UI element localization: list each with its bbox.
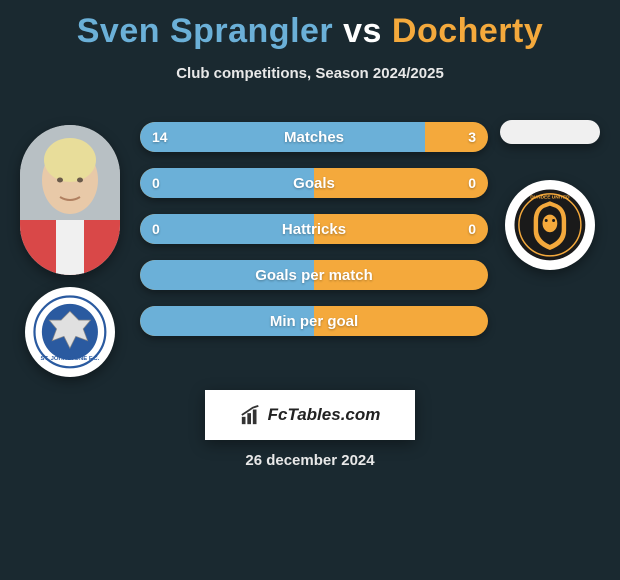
stat-left-fill [140,122,425,152]
stat-value-right: 3 [468,129,476,145]
stat-label: Goals per match [255,267,373,284]
comparison-title: Sven Sprangler vs Docherty [0,0,620,51]
stat-value-left: 0 [152,175,160,191]
stat-label: Hattricks [282,221,346,238]
stat-row: Min per goal [140,306,488,336]
stat-row: 14 Matches 3 [140,122,488,152]
stat-row: 0 Hattricks 0 [140,214,488,244]
stat-value-left: 14 [152,129,168,145]
stat-row: 0 Goals 0 [140,168,488,198]
stat-row: Goals per match [140,260,488,290]
player1-club-badge: ST. JOHNSTONE F.C. [25,287,115,377]
svg-text:DUNDEE UNITED: DUNDEE UNITED [530,194,570,200]
right-column: DUNDEE UNITED [490,120,610,270]
stat-label: Matches [284,129,344,146]
player1-photo [20,125,120,275]
title-player2: Docherty [392,12,543,50]
stat-value-left: 0 [152,221,160,237]
brand-box: FcTables.com [205,390,415,440]
title-player1: Sven Sprangler [77,12,333,50]
brand-text: FcTables.com [268,405,381,425]
stat-label: Goals [293,175,335,192]
stat-left-fill [140,168,314,198]
stat-label: Min per goal [270,313,358,330]
brand-logo-icon [240,404,262,426]
player2-photo-placeholder [500,120,600,144]
subtitle-text: Club competitions, Season 2024/2025 [0,65,620,82]
title-vs: vs [343,12,382,50]
stat-value-right: 0 [468,221,476,237]
player2-club-badge: DUNDEE UNITED [505,180,595,270]
stat-value-right: 0 [468,175,476,191]
svg-text:ST. JOHNSTONE F.C.: ST. JOHNSTONE F.C. [41,356,100,362]
stats-bars: 14 Matches 3 0 Goals 0 0 Hattricks 0 Goa… [140,122,488,352]
footer-date: 26 december 2024 [0,452,620,469]
left-column: ST. JOHNSTONE F.C. [10,125,130,377]
